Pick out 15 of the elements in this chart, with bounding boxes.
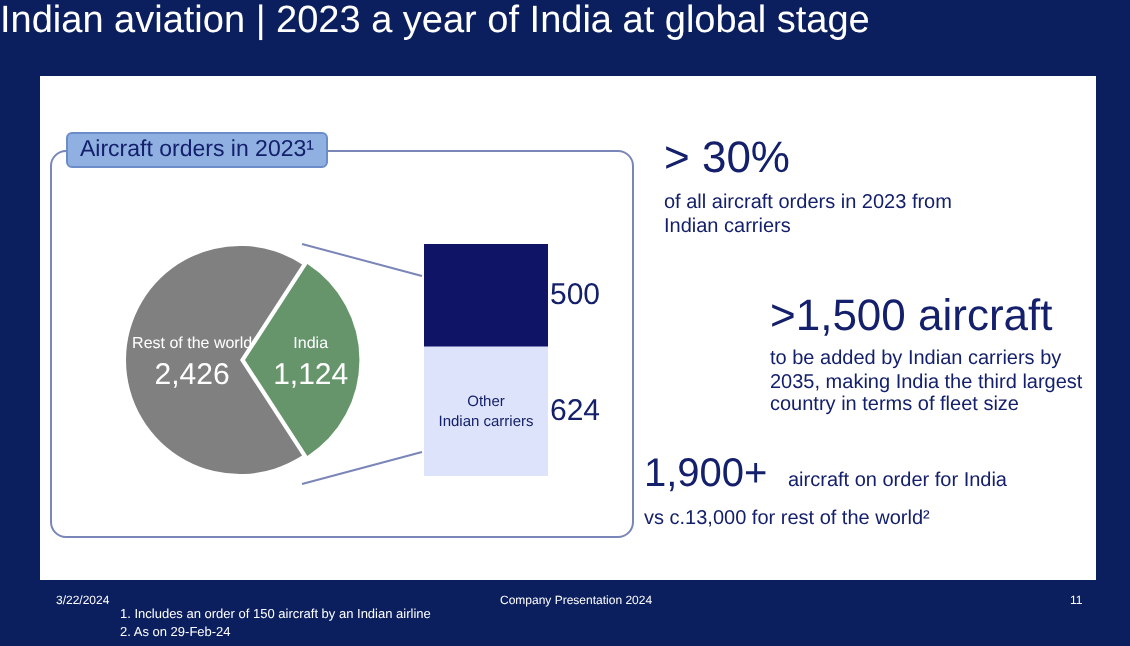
- text: vs c.13,000 for rest of the world²: [644, 508, 932, 531]
- text: >1,500 aircraft: [770, 290, 1055, 341]
- chart-subtitle: Aircraft orders in 2023¹: [66, 132, 328, 168]
- data-label: 2,426: [154, 358, 230, 392]
- text: of all aircraft orders in 2023 from Indian carriers: [664, 192, 954, 238]
- data-label: 500: [550, 277, 601, 312]
- text: 1,900+: [644, 452, 770, 498]
- data-label: 1,124: [273, 358, 349, 392]
- text: to be added by Indian carriers by 2035, making India the third largest country in terms of fleet size: [770, 348, 1085, 417]
- slice-label: India: [293, 334, 330, 352]
- text: > 30%: [664, 132, 792, 183]
- text: aircraft on order for India: [788, 470, 1009, 493]
- slice-label: Rest of the world: [132, 334, 253, 352]
- data-label: 624: [550, 393, 601, 428]
- chart-title: Indian aviation | 2023 a year of India at global stage: [0, 0, 872, 44]
